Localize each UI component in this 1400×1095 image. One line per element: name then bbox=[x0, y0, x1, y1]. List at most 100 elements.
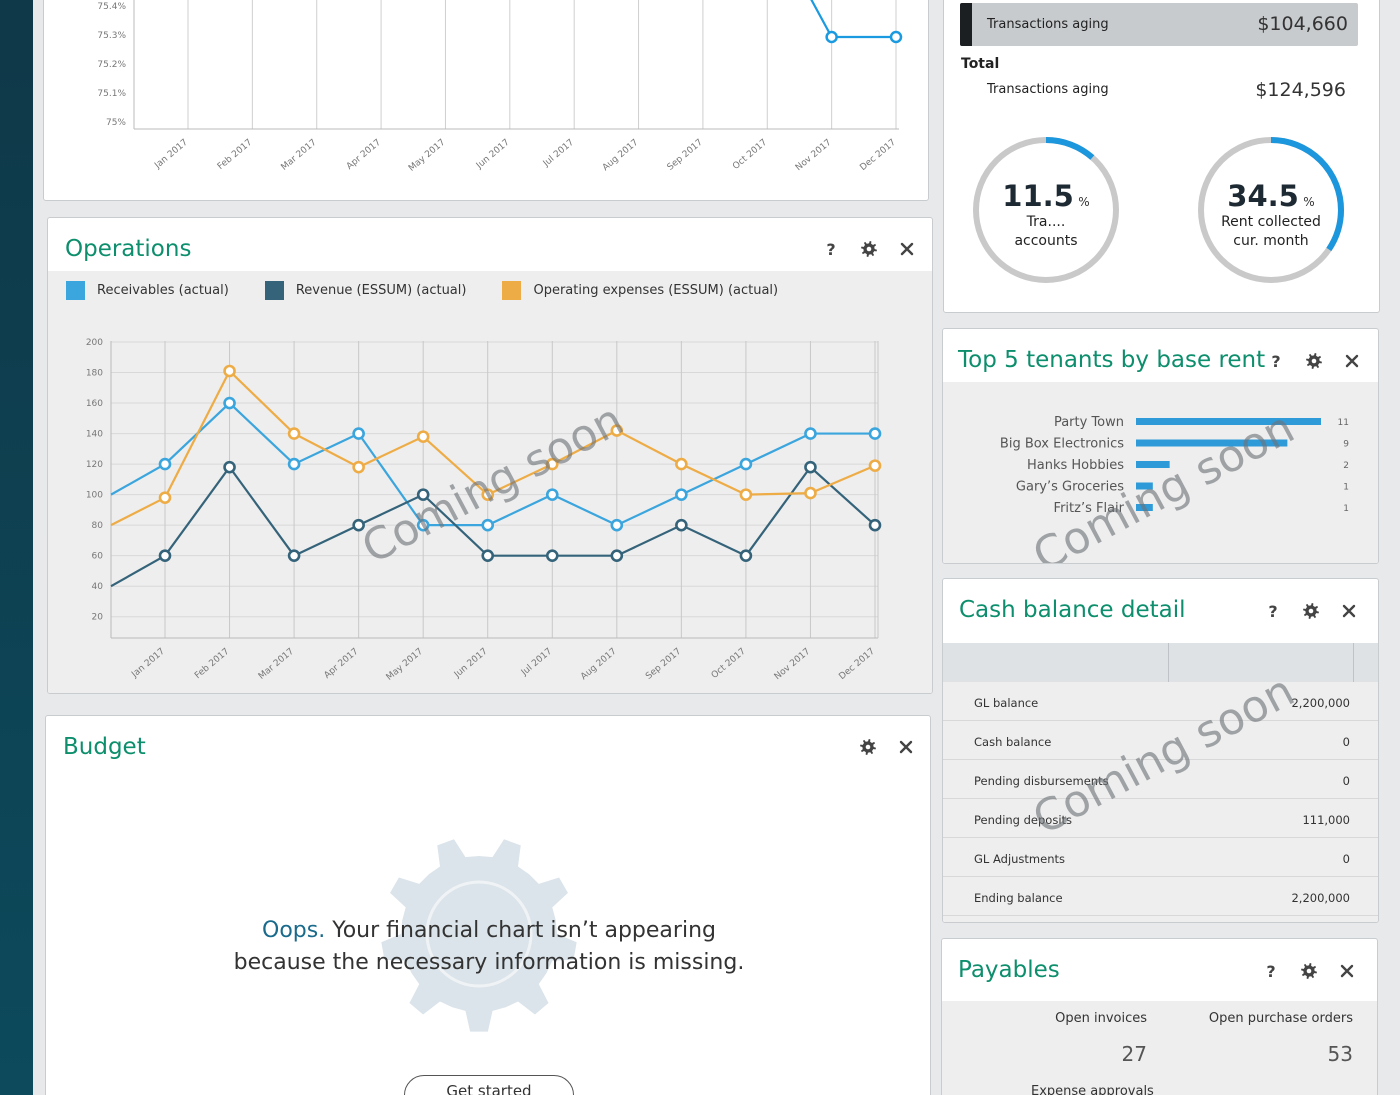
y-tick-label: 20 bbox=[92, 613, 104, 623]
tenant-value: 2 bbox=[1343, 461, 1349, 471]
empty-state-highlight: Oops. bbox=[262, 918, 326, 943]
tenant-name: Big Box Electronics bbox=[1000, 437, 1124, 452]
x-tick-label: Jan 2017 bbox=[129, 647, 167, 681]
data-point[interactable] bbox=[481, 488, 495, 501]
table-row[interactable]: Pending deposits 111,000 bbox=[943, 799, 1378, 838]
data-point[interactable] bbox=[352, 460, 365, 474]
close-icon[interactable] bbox=[1339, 963, 1355, 979]
tenant-bar[interactable] bbox=[1136, 461, 1170, 468]
x-tick-label: Mar 2017 bbox=[279, 138, 318, 173]
tenant-bar[interactable] bbox=[1136, 418, 1321, 425]
legend-item[interactable]: Revenue (ESSUM) (actual) bbox=[264, 281, 466, 300]
data-point[interactable] bbox=[889, 30, 903, 44]
tenants-body bbox=[943, 382, 1378, 563]
legend-item[interactable]: Receivables (actual) bbox=[66, 281, 229, 300]
gear-icon[interactable] bbox=[1301, 963, 1317, 979]
gear-icon[interactable] bbox=[861, 241, 877, 257]
close-icon[interactable] bbox=[1341, 603, 1357, 619]
x-tick-label: Oct 2017 bbox=[731, 138, 769, 172]
close-icon[interactable] bbox=[1344, 353, 1360, 369]
x-tick-label: Dec 2017 bbox=[837, 647, 877, 682]
y-tick-label: 75% bbox=[106, 118, 126, 128]
data-point[interactable] bbox=[610, 424, 624, 437]
help-icon[interactable]: ? bbox=[1268, 601, 1278, 621]
get-started-button[interactable]: Get started bbox=[404, 1075, 574, 1095]
gear-icon[interactable] bbox=[1303, 603, 1319, 619]
close-icon[interactable] bbox=[899, 241, 915, 257]
data-point[interactable] bbox=[610, 549, 624, 562]
data-point[interactable] bbox=[416, 518, 430, 532]
aging-panel: Transactions aging $104,660 Total Transa… bbox=[943, 0, 1380, 313]
x-tick-label: Aug 2017 bbox=[601, 138, 641, 174]
data-point[interactable] bbox=[352, 518, 365, 532]
data-point[interactable] bbox=[675, 457, 688, 471]
data-point[interactable] bbox=[223, 460, 236, 474]
x-tick-label: Nov 2017 bbox=[794, 138, 834, 174]
open-po-value[interactable]: 53 bbox=[1327, 1042, 1353, 1066]
data-point[interactable] bbox=[416, 488, 430, 501]
current-aging-marker bbox=[960, 3, 972, 46]
data-point[interactable] bbox=[545, 457, 559, 471]
x-tick-label: Mar 2017 bbox=[257, 647, 296, 682]
tenant-bar[interactable] bbox=[1136, 504, 1153, 511]
cash-balance-panel: Cash balance detail ? GL balance 2,200,00… bbox=[942, 578, 1379, 923]
data-point[interactable] bbox=[868, 459, 882, 472]
data-point[interactable] bbox=[610, 518, 624, 532]
data-point[interactable] bbox=[868, 518, 882, 532]
data-point[interactable] bbox=[416, 430, 430, 443]
legend-swatch bbox=[264, 281, 284, 300]
data-point[interactable] bbox=[804, 460, 817, 474]
data-point[interactable] bbox=[868, 427, 882, 440]
data-point[interactable] bbox=[675, 488, 688, 501]
y-tick-label: 80 bbox=[92, 521, 104, 531]
data-point[interactable] bbox=[352, 427, 365, 440]
help-icon[interactable]: ? bbox=[826, 239, 836, 259]
data-point[interactable] bbox=[675, 518, 688, 532]
data-point[interactable] bbox=[825, 30, 838, 44]
close-icon[interactable] bbox=[898, 739, 914, 755]
data-point[interactable] bbox=[287, 549, 301, 562]
left-nav-bar bbox=[0, 0, 33, 1095]
cash-table-header bbox=[943, 643, 1378, 682]
y-tick-label: 75.4% bbox=[97, 2, 126, 12]
data-point[interactable] bbox=[804, 427, 817, 440]
data-point[interactable] bbox=[223, 396, 236, 410]
legend-item[interactable]: Operating expenses (ESSUM) (actual) bbox=[502, 281, 778, 300]
y-tick-label: 180 bbox=[86, 369, 103, 379]
table-row[interactable]: Pending disbursements 0 bbox=[943, 760, 1378, 799]
gauge-unit: % bbox=[1078, 195, 1090, 209]
data-point[interactable] bbox=[287, 457, 301, 471]
tenant-bar[interactable] bbox=[1136, 439, 1288, 447]
data-point[interactable] bbox=[158, 549, 172, 562]
operations-body bbox=[48, 271, 932, 693]
x-tick-label: Aug 2017 bbox=[579, 647, 619, 683]
gear-icon[interactable] bbox=[1306, 353, 1322, 369]
data-point[interactable] bbox=[739, 488, 753, 501]
tenant-name: Gary’s Groceries bbox=[1016, 480, 1124, 495]
data-point[interactable] bbox=[481, 549, 495, 562]
open-invoices-value[interactable]: 27 bbox=[1121, 1042, 1147, 1066]
data-point[interactable] bbox=[739, 457, 753, 471]
table-row[interactable]: GL balance 2,200,000 bbox=[943, 682, 1378, 721]
data-point[interactable] bbox=[158, 491, 172, 504]
table-row[interactable]: GL Adjustments 0 bbox=[943, 838, 1378, 877]
data-point[interactable] bbox=[545, 549, 559, 562]
data-point[interactable] bbox=[223, 364, 236, 378]
data-point[interactable] bbox=[739, 549, 753, 562]
data-point[interactable] bbox=[545, 488, 559, 501]
help-icon[interactable]: ? bbox=[1266, 961, 1276, 981]
data-point[interactable] bbox=[481, 518, 495, 532]
current-aging-row[interactable]: Transactions aging $104,660 bbox=[960, 3, 1358, 46]
gear-icon[interactable] bbox=[860, 739, 876, 755]
data-point[interactable] bbox=[287, 427, 301, 440]
data-point[interactable] bbox=[158, 457, 172, 471]
tenant-bar[interactable] bbox=[1136, 482, 1153, 490]
data-point[interactable] bbox=[804, 486, 817, 500]
table-row[interactable]: Cash balance 0 bbox=[943, 721, 1378, 760]
help-icon[interactable]: ? bbox=[1271, 351, 1281, 371]
payables-title: Payables bbox=[958, 957, 1060, 983]
table-row[interactable]: Ending balance 2,200,000 bbox=[943, 877, 1378, 916]
cash-table: GL balance 2,200,000 Cash balance 0 Pending … bbox=[943, 643, 1378, 922]
row-label: Cash balance bbox=[974, 735, 1052, 749]
